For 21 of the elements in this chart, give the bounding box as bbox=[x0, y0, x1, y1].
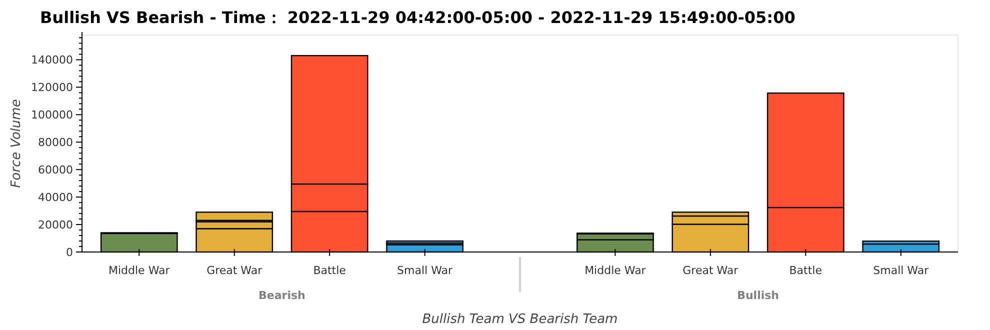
y-tick-label: 20000 bbox=[38, 218, 73, 232]
y-axis-title: Force Volume bbox=[9, 99, 24, 188]
x-tick-label: Middle War bbox=[584, 264, 646, 277]
x-tick-label: Great War bbox=[206, 264, 263, 277]
y-tick-label: 60000 bbox=[38, 164, 73, 177]
chart-title: Bullish VS Bearish - Time： 2022-11-29 04:42:00-05:00 - 2022-11-29 15:49:00-05:00 bbox=[40, 8, 796, 27]
x-tick-label: Small War bbox=[397, 264, 453, 277]
x-axis-title: Bullish Team VS Bearish Team bbox=[422, 312, 618, 327]
x-tick-label: Middle War bbox=[108, 264, 170, 277]
y-tick-label: 40000 bbox=[38, 191, 73, 204]
text: Bullish bbox=[737, 289, 779, 302]
x-tick-label: Battle bbox=[313, 264, 346, 277]
y-tick-label: 120000 bbox=[31, 81, 73, 94]
x-tick-label: Battle bbox=[789, 264, 822, 277]
y-tick-label: 0 bbox=[66, 246, 73, 259]
y-tick-label: 140000 bbox=[31, 54, 73, 67]
y-tick-label: 100000 bbox=[31, 108, 73, 122]
x-tick-label: Small War bbox=[873, 264, 930, 277]
text: Bearish bbox=[258, 289, 306, 302]
y-tick-label: 80000 bbox=[38, 136, 73, 150]
x-tick-label: Great War bbox=[682, 264, 739, 277]
